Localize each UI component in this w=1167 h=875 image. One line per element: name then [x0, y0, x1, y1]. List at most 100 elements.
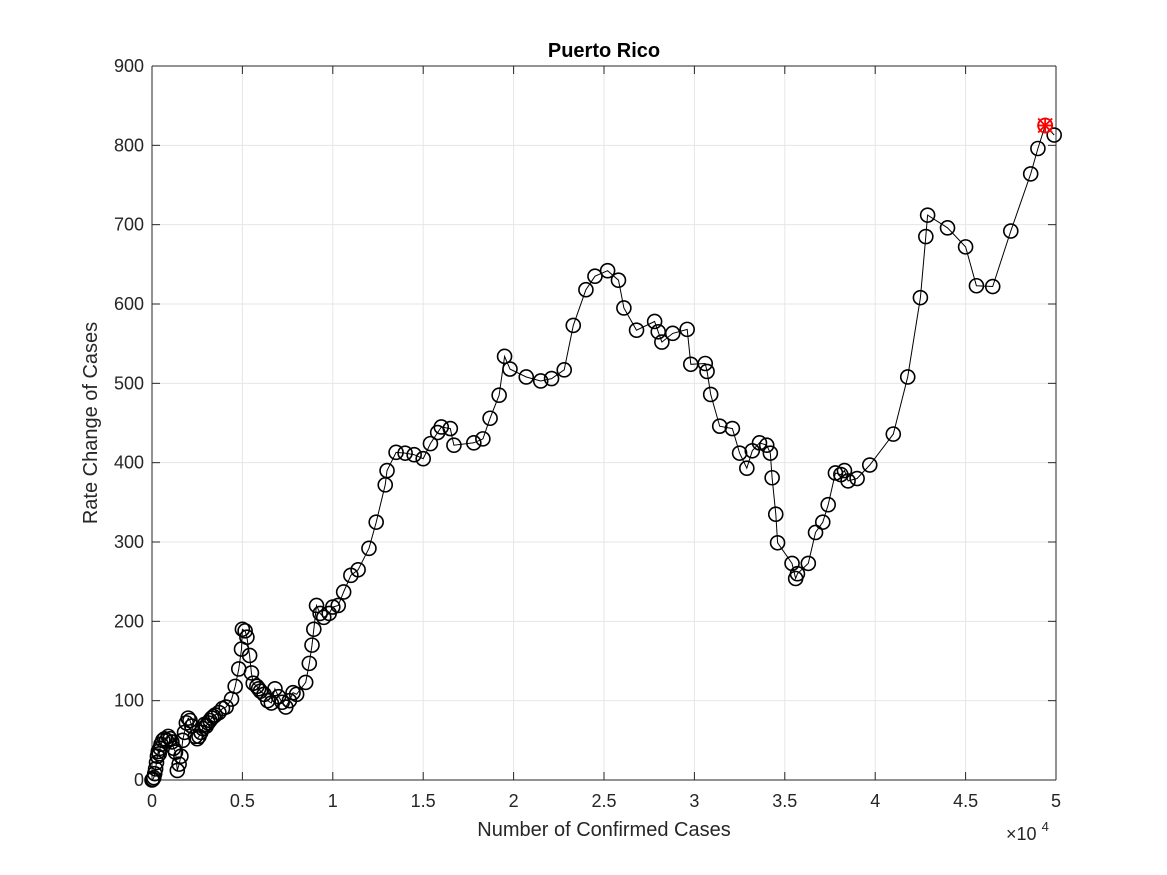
data-point — [446, 437, 462, 454]
data-point — [466, 435, 482, 451]
x-tick-label: 1 — [328, 791, 338, 811]
y-axis-label: Rate Change of Cases — [80, 322, 102, 524]
data-point — [767, 506, 784, 523]
data-point — [306, 621, 322, 638]
data-point — [433, 419, 450, 435]
data-point — [919, 207, 936, 223]
data-point — [912, 289, 929, 306]
data-series — [144, 117, 1062, 788]
highlight-marker — [1037, 117, 1054, 134]
data-point — [312, 605, 328, 622]
data-point — [368, 514, 384, 530]
data-point — [202, 712, 218, 729]
data-point — [304, 637, 320, 653]
data-point — [731, 445, 748, 461]
data-point — [628, 322, 645, 338]
data-point — [297, 674, 314, 691]
data-point — [147, 761, 164, 777]
data-point — [899, 369, 916, 385]
data-point — [610, 272, 627, 289]
grid — [151, 65, 1057, 781]
data-point — [739, 460, 755, 477]
x-tick-label: 4 — [870, 791, 880, 811]
data-point — [205, 708, 222, 725]
data-point — [482, 410, 498, 427]
data-point — [861, 457, 878, 473]
data-point — [957, 239, 974, 255]
data-point — [241, 647, 258, 664]
y-tick-label: 200 — [114, 611, 144, 631]
data-point — [442, 420, 459, 437]
data-point — [406, 446, 422, 463]
x-tick-label: 0 — [147, 791, 157, 811]
data-point — [556, 362, 573, 378]
x-axis-exponent-base: ×10 — [1006, 824, 1037, 844]
x-tick-label: 4.5 — [953, 791, 978, 811]
data-point — [764, 469, 780, 486]
x-axis-exponent-power: 4 — [1042, 819, 1049, 834]
x-axis-label: Number of Confirmed Cases — [477, 819, 730, 841]
data-point — [1046, 127, 1062, 143]
data-point — [820, 496, 836, 513]
data-point — [565, 317, 582, 334]
data-point — [148, 754, 165, 771]
x-axis-exponent: ×10 4 — [1006, 819, 1049, 844]
data-point — [518, 369, 535, 385]
data-point — [237, 623, 253, 639]
y-tick-label: 700 — [114, 215, 144, 235]
data-point — [162, 730, 178, 747]
y-tick-label: 400 — [114, 453, 144, 473]
y-tick-label: 500 — [114, 373, 144, 393]
y-tick-label: 300 — [114, 532, 144, 552]
data-point — [1022, 166, 1039, 182]
data-point — [173, 748, 189, 765]
data-point — [918, 228, 934, 245]
data-point — [250, 680, 267, 697]
data-point — [789, 565, 806, 582]
data-point — [699, 363, 715, 380]
data-point — [814, 514, 831, 530]
y-tick-label: 0 — [134, 770, 144, 790]
x-tick-label: 3.5 — [772, 791, 797, 811]
data-point — [664, 325, 681, 342]
data-point — [415, 450, 432, 467]
tick-labels: 0 0.5 1 1.5 2 2.5 3 3.5 4 4.5 5 0 100 200 300 400 500 600… — [114, 56, 1061, 811]
data-point — [758, 437, 775, 454]
data-point — [243, 665, 260, 681]
data-point — [939, 220, 956, 236]
data-point — [422, 435, 439, 452]
data-point — [697, 355, 714, 372]
data-point — [711, 418, 728, 434]
data-point — [578, 281, 594, 298]
data-point — [167, 744, 184, 761]
data-point — [587, 268, 603, 285]
data-point — [762, 445, 779, 461]
data-point — [335, 584, 352, 600]
data-point — [475, 431, 491, 447]
data-point — [156, 730, 173, 747]
data-point — [532, 373, 549, 389]
data-point — [164, 734, 180, 750]
series-line — [151, 124, 1055, 781]
data-point — [491, 387, 507, 404]
data-point — [288, 686, 305, 703]
data-point — [751, 435, 768, 451]
axes — [151, 65, 1057, 781]
data-point — [350, 561, 366, 578]
data-point — [330, 597, 347, 614]
data-point — [180, 710, 196, 726]
y-tick-label: 600 — [114, 294, 144, 314]
data-point — [234, 621, 251, 638]
data-point — [840, 473, 856, 489]
data-point — [849, 470, 865, 487]
data-point — [361, 540, 377, 557]
data-point — [769, 534, 786, 551]
data-point — [379, 462, 395, 479]
y-tick-label: 100 — [114, 691, 144, 711]
data-point — [836, 462, 853, 479]
data-point — [267, 680, 283, 697]
data-point — [1002, 223, 1019, 239]
data-point — [599, 262, 616, 279]
x-tick-label: 1.5 — [411, 791, 436, 811]
data-point — [679, 321, 695, 338]
